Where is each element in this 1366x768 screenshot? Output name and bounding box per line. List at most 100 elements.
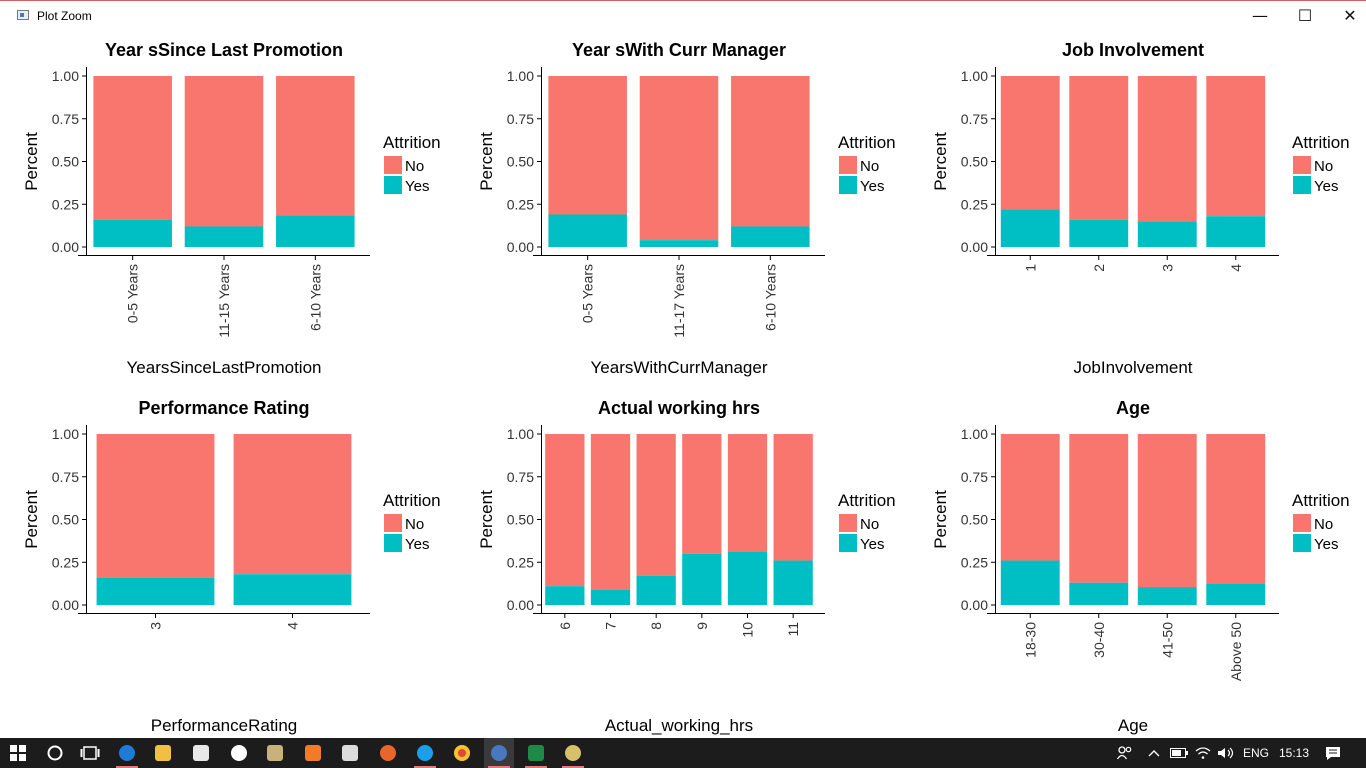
windows-taskbar: ENG 15:13 [0, 738, 1366, 768]
chart2-bar-yes-6-10-years [731, 226, 810, 247]
chart2-ytick-label: 1.00 [507, 68, 534, 84]
battery-icon[interactable] [1168, 738, 1190, 768]
excel-icon[interactable] [521, 738, 551, 768]
chart2-ytick-label: 0.50 [507, 154, 534, 170]
chart3-ytick-label: 0.00 [961, 239, 988, 255]
chrome-icon[interactable] [447, 738, 477, 768]
chart4-ytick-label: 0.75 [52, 469, 79, 485]
snipping-tool-icon[interactable] [260, 738, 290, 768]
chart2-legend-title: Attrition [838, 133, 896, 152]
chart2-ytick-label: 0.75 [507, 111, 534, 127]
chart2-xtick-label-6-10-years: 6-10 Years [762, 264, 778, 331]
chart2-bar-no-0-5-years [548, 76, 627, 215]
chart5-ytick-label: 0.00 [507, 597, 534, 613]
chart6-xtick-label-18-30: 18-30 [1022, 622, 1038, 658]
chart3-xlabel: JobInvolvement [1073, 358, 1192, 377]
chart4-xtick-label-4: 4 [285, 622, 301, 630]
chart6-ytick-label: 0.50 [961, 512, 988, 528]
chart3-xtick-label-2: 2 [1091, 264, 1107, 272]
chart1-xtick-label-6-10-years: 6-10 Years [307, 264, 323, 331]
chart6-bar-yes-30-40 [1069, 582, 1129, 605]
chart6-bar-yes-18-30 [1000, 560, 1060, 605]
cortana-search-icon[interactable] [40, 738, 70, 768]
chart5-title: Actual working hrs [598, 398, 760, 418]
skype-icon[interactable] [410, 738, 440, 768]
chart6-legend-label-no: No [1314, 516, 1333, 533]
chart6-xtick-label-above-50: Above 50 [1228, 622, 1244, 681]
chart5-ytick-label: 1.00 [507, 426, 534, 442]
chart2-ytick-label: 0.25 [507, 196, 534, 212]
chart6-xtick-label-30-40: 30-40 [1091, 622, 1107, 658]
chart6-xlabel: Age [1118, 716, 1148, 735]
chevron-up-icon[interactable] [1144, 738, 1164, 768]
windows-start-icon[interactable] [3, 738, 33, 768]
chart2-xtick-label-11-17-years: 11-17 Years [671, 264, 687, 338]
chart5-bar-yes-8 [636, 575, 676, 605]
maximize-button[interactable]: ☐ [1297, 6, 1313, 25]
chart1-legend-title: Attrition [383, 133, 441, 152]
chart6-bar-no-30-40 [1069, 434, 1129, 583]
chart2-legend-key-yes [839, 176, 857, 194]
file-explorer-icon[interactable] [148, 738, 178, 768]
chart3-legend-title: Attrition [1292, 133, 1350, 152]
r-icon[interactable] [484, 738, 514, 768]
chart1-legend-key-yes [384, 176, 402, 194]
chart4-ytick-label: 0.00 [52, 597, 79, 613]
action-center-icon[interactable] [1322, 738, 1344, 768]
chart5-legend-key-no [839, 514, 857, 532]
chart4-title: Performance Rating [138, 398, 309, 418]
chart5-xtick-label-9: 9 [694, 622, 710, 630]
chart1-ytick-label: 1.00 [52, 68, 79, 84]
firefox-icon[interactable] [373, 738, 403, 768]
chart3-ytick-label: 0.50 [961, 154, 988, 170]
chart1-bar-yes-6-10-years [276, 215, 355, 247]
people-icon[interactable] [1114, 738, 1136, 768]
chart6-bar-no-above-50 [1206, 434, 1266, 584]
window-titlebar: Plot Zoom — ☐ ✕ [0, 0, 1366, 31]
chart3-bar-no-4 [1206, 76, 1266, 217]
chart6-ylabel: Percent [931, 490, 950, 549]
chart4-ytick-label: 0.25 [52, 554, 79, 570]
volume-icon[interactable] [1215, 738, 1237, 768]
chart5-ytick-label: 0.25 [507, 554, 534, 570]
chart4-xlabel: PerformanceRating [151, 716, 297, 735]
chart2-legend-key-no [839, 156, 857, 174]
close-button[interactable]: ✕ [1343, 6, 1357, 25]
chart2-title: Year sWith Curr Manager [572, 40, 786, 60]
hp-icon[interactable] [224, 738, 254, 768]
chart2-bar-yes-11-17-years [639, 240, 719, 247]
edge-icon[interactable] [112, 738, 142, 768]
paint-icon[interactable] [558, 738, 588, 768]
chart3-bar-no-2 [1069, 76, 1129, 220]
chart5-legend-key-yes [839, 534, 857, 552]
input-language[interactable]: ENG [1242, 746, 1269, 760]
xampp-icon[interactable] [298, 738, 328, 768]
chart3-bar-yes-2 [1069, 219, 1129, 247]
chart1-title: Year sSince Last Promotion [105, 40, 343, 60]
chart3-ytick-label: 1.00 [961, 68, 988, 84]
mail-icon[interactable] [335, 738, 365, 768]
chart4-legend-label-yes: Yes [405, 536, 429, 553]
chart5-bar-no-8 [636, 434, 676, 576]
window-title: Plot Zoom [37, 9, 92, 23]
chart4-ylabel: Percent [22, 490, 41, 549]
chart5-xtick-label-6: 6 [557, 622, 573, 630]
chart5-bar-yes-11 [773, 560, 813, 605]
chart4-legend-key-yes [384, 534, 402, 552]
store-icon[interactable] [186, 738, 216, 768]
chart6-bar-yes-41-50 [1137, 587, 1197, 605]
chart1-legend-label-no: No [405, 158, 424, 175]
chart6-title: Age [1116, 398, 1150, 418]
chart3-xtick-label-3: 3 [1159, 264, 1175, 272]
chart3-bar-yes-1 [1000, 209, 1060, 247]
chart2-ytick-label: 0.00 [507, 239, 534, 255]
minimize-button[interactable]: — [1252, 6, 1268, 25]
chart4-bar-yes-4 [233, 574, 352, 605]
chart6-legend-key-no [1293, 514, 1311, 532]
wifi-icon[interactable] [1192, 738, 1214, 768]
chart4-bar-no-4 [233, 434, 352, 575]
task-view-icon[interactable] [75, 738, 105, 768]
chart6-bar-yes-above-50 [1206, 583, 1266, 605]
chart5-bar-yes-9 [682, 553, 722, 605]
system-clock[interactable]: 15:13 [1278, 746, 1310, 760]
